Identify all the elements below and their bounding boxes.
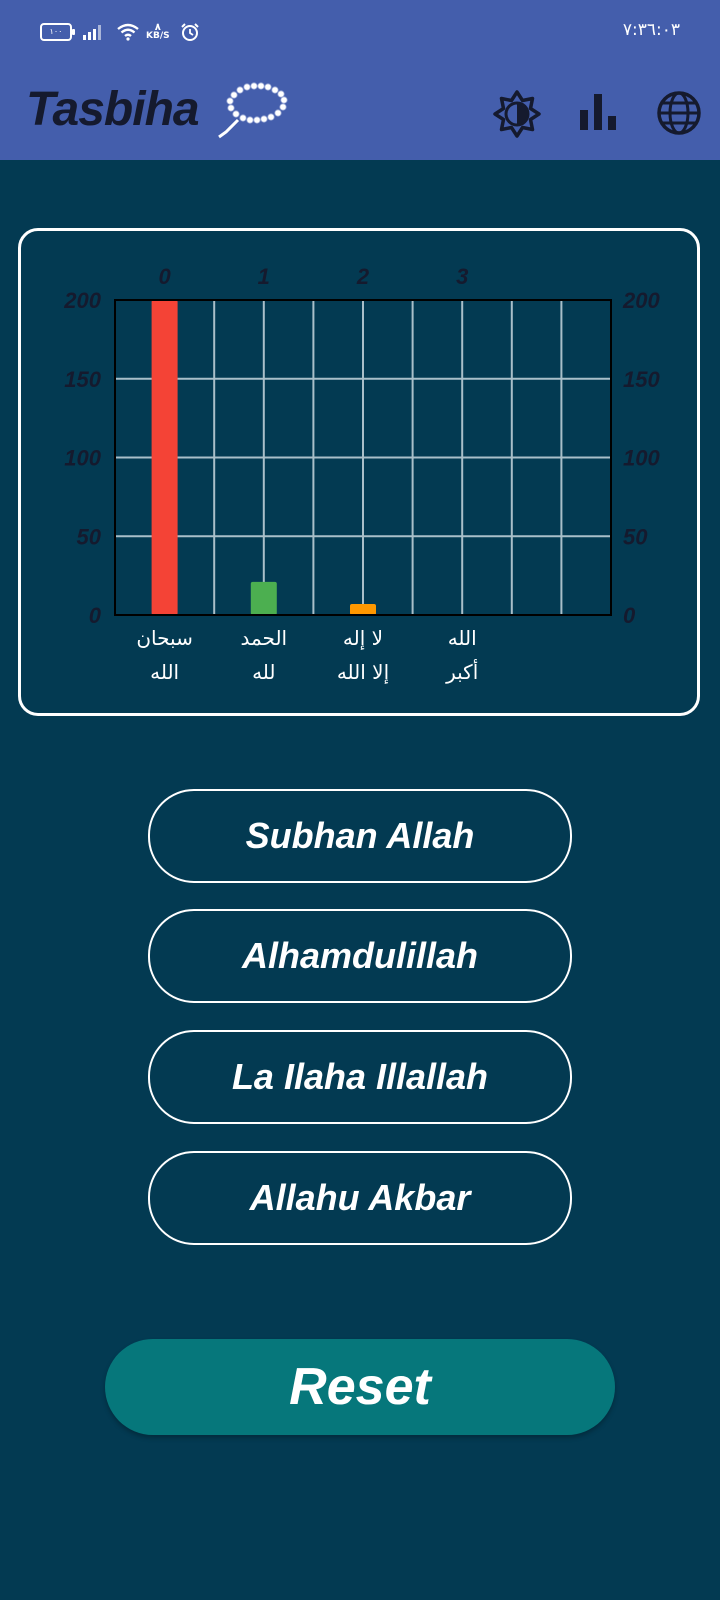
bar-1 <box>250 581 277 615</box>
y-tick-label-right: 50 <box>623 524 648 549</box>
top-tick-label: 1 <box>258 264 270 289</box>
network-speed-value: ٨ <box>154 22 161 33</box>
la-ilaha-illallah-button[interactable]: La Ilaha Illallah <box>148 1030 572 1124</box>
battery-icon: ١٠٠ <box>40 23 75 41</box>
status-bar: ١٠٠ ٨ KB/S ٧:٣٦:٠٣ <box>0 0 720 62</box>
category-label: الله <box>448 626 477 650</box>
reset-button[interactable]: Reset <box>105 1339 615 1435</box>
tally-bar-chart: 0 0 50 50 100 100 150 150 200 200 0 1 2 3 سبحان الله الح… <box>63 264 660 685</box>
app-bar: Tasbiha <box>0 62 720 160</box>
plot-border <box>114 299 612 616</box>
network-speed-unit: KB/S <box>146 31 170 41</box>
category-label: أكبر <box>445 659 478 684</box>
allahu-akbar-button[interactable]: Allahu Akbar <box>148 1151 572 1245</box>
y-tick-label-right: 200 <box>622 288 660 313</box>
network-speed: ٨ KB/S <box>146 23 170 41</box>
app-title: Tasbiha <box>26 83 200 136</box>
category-label: لله <box>252 660 275 684</box>
y-tick-label-right: 100 <box>623 446 660 471</box>
y-tick-label-right: 0 <box>623 603 636 628</box>
subhan-allah-button[interactable]: Subhan Allah <box>148 789 572 883</box>
alhamdulillah-button[interactable]: Alhamdulillah <box>148 909 572 1003</box>
status-time: ٧:٣٦:٠٣ <box>622 20 680 40</box>
brightness-icon[interactable] <box>493 90 541 138</box>
bar-chart-icon[interactable] <box>578 92 618 132</box>
y-tick-label-left: 150 <box>64 367 101 392</box>
top-tick-label: 2 <box>356 264 370 289</box>
signal-icon <box>83 25 101 40</box>
tally-chart-card: 0 0 50 50 100 100 150 150 200 200 0 1 2 3 سبحان الله الح… <box>18 228 700 716</box>
prayer-beads-icon <box>218 82 288 139</box>
top-tick-label: 3 <box>456 264 468 289</box>
y-tick-label-right: 150 <box>623 367 660 392</box>
y-tick-label-left: 200 <box>63 288 101 313</box>
status-icons: ١٠٠ ٨ KB/S <box>40 20 200 44</box>
alarm-icon <box>180 23 199 41</box>
category-label: سبحان <box>136 626 192 650</box>
category-label: لا إله <box>343 626 383 651</box>
category-label: إلا الله <box>337 660 389 685</box>
bar-0 <box>151 300 178 615</box>
y-tick-label-left: 0 <box>89 603 102 628</box>
battery-level: ١٠٠ <box>49 27 63 36</box>
bar-2 <box>350 603 376 615</box>
top-tick-label: 0 <box>158 264 171 289</box>
globe-icon[interactable] <box>656 90 702 136</box>
y-tick-label-left: 50 <box>77 524 102 549</box>
wifi-icon <box>117 23 139 41</box>
y-tick-label-left: 100 <box>64 446 101 471</box>
category-label: الله <box>150 660 179 684</box>
category-label: الحمد <box>240 626 287 650</box>
